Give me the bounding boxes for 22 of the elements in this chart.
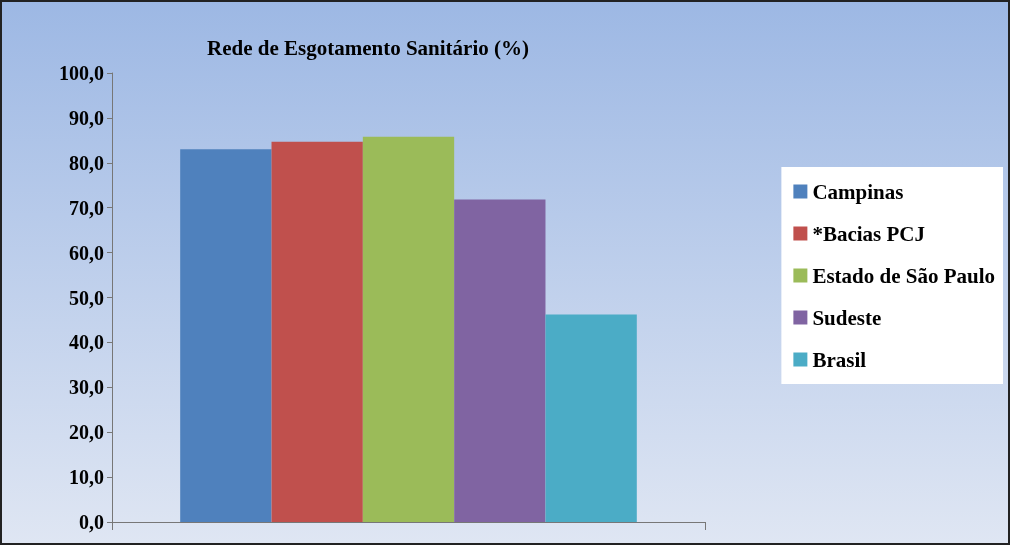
bar <box>362 136 455 522</box>
y-tick-label: 50,0 <box>69 286 104 309</box>
legend-label: *Bacias PCJ <box>812 221 925 246</box>
y-tick-label: 0,0 <box>79 511 104 533</box>
legend-label: Campinas <box>812 179 904 204</box>
y-tick-label: 80,0 <box>69 151 104 174</box>
legend-label: Brasil <box>812 347 867 372</box>
bar <box>180 149 272 522</box>
legend-label: Estado de São Paulo <box>812 263 995 288</box>
y-tick-label: 20,0 <box>69 421 104 444</box>
y-tick-label: 100,0 <box>59 62 104 84</box>
y-tick-label: 10,0 <box>69 466 104 489</box>
bar <box>271 141 363 522</box>
y-tick-label: 70,0 <box>69 196 104 219</box>
bar <box>454 199 546 522</box>
chart-title: Rede de Esgotamento Sanitário (%) <box>207 35 529 60</box>
y-tick-label: 30,0 <box>69 376 104 399</box>
y-tick-label: 90,0 <box>69 106 104 129</box>
bar <box>545 314 637 522</box>
y-tick-label: 40,0 <box>69 331 104 354</box>
y-tick-label: 60,0 <box>69 241 104 264</box>
legend-label: Sudeste <box>812 305 882 330</box>
